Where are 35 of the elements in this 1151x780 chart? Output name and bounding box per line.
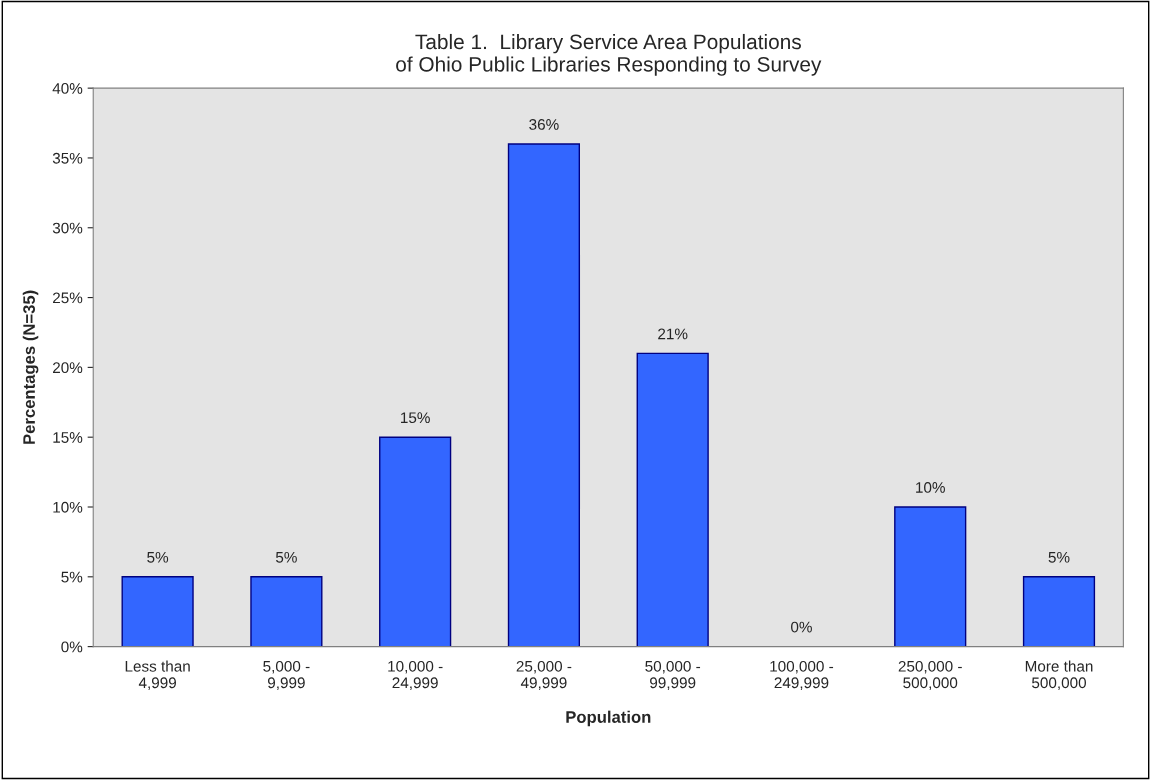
y-tick-label: 0% — [61, 641, 83, 653]
data-label: 10% — [916, 482, 945, 493]
bar — [379, 436, 452, 647]
x-tick-label: 10,000 - 24,999 — [388, 660, 443, 690]
data-label: 36% — [529, 119, 559, 130]
bar — [507, 143, 581, 647]
data-label: 5% — [1048, 551, 1070, 563]
bar — [636, 352, 709, 647]
y-tick-label: 40% — [52, 83, 83, 94]
bar — [121, 576, 194, 647]
y-tick-label: 25% — [53, 292, 83, 304]
data-label: 21% — [658, 328, 688, 340]
x-tick-label: 5,000 - 9,999 — [263, 660, 310, 690]
y-tick-label: 10% — [53, 501, 83, 513]
y-tick-label: 30% — [52, 222, 83, 234]
bar — [1022, 576, 1096, 647]
bar — [894, 506, 967, 647]
chart-title: Table 1. Library Service Area Populations of Ohio Public Libraries Responding to Survey — [396, 33, 822, 76]
x-tick-label: More than 500,000 — [1025, 660, 1093, 690]
data-label: 15% — [401, 412, 430, 424]
y-tick-label: 5% — [61, 571, 83, 583]
x-tick-label: 25,000 - 49,999 — [516, 660, 572, 690]
data-label: 5% — [147, 551, 169, 563]
x-tick-label: 250,000 - 500,000 — [898, 660, 962, 690]
x-tick-label: 100,000 - 249,999 — [770, 660, 834, 690]
y-axis-title: Percentages (N=35) — [22, 290, 39, 444]
data-label: 0% — [791, 621, 812, 633]
data-label: 5% — [275, 551, 297, 563]
y-tick-label: 20% — [53, 362, 83, 374]
y-tick-label: 35% — [52, 152, 83, 164]
y-tick-label: 15% — [53, 432, 83, 443]
bar — [250, 576, 323, 647]
x-tick-label: Less than 4,999 — [125, 660, 190, 690]
x-tick-label: 50,000 - 99,999 — [645, 660, 701, 690]
x-axis-title: Population — [566, 710, 651, 727]
